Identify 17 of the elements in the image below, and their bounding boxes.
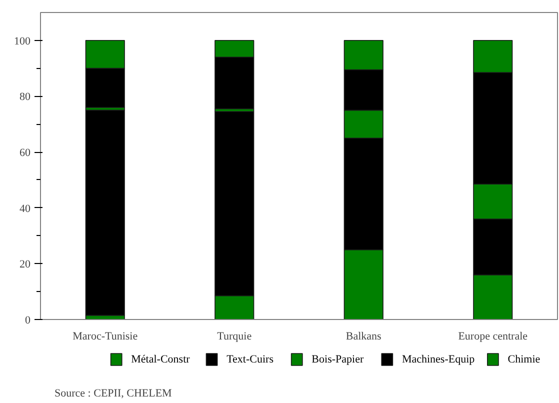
legend-label: Bois-Papier (312, 354, 364, 366)
y-tick-label: 80 (20, 91, 31, 104)
y-tick-label: 60 (20, 147, 31, 160)
legend-label: Chimie (508, 354, 540, 366)
x-tick-label: Europe centrale (458, 330, 528, 342)
y-tick-label: 0 (25, 314, 31, 326)
x-tick-label: Maroc-Tunisie (72, 330, 138, 342)
legend-label: Métal-Constr (131, 354, 190, 366)
y-tick-label: 100 (14, 35, 31, 48)
y-tick-label: 20 (20, 258, 31, 271)
legend-label: Machines-Equip (402, 354, 476, 366)
x-tick-label: Balkans (346, 330, 382, 342)
x-tick-label: Turquie (217, 330, 252, 342)
legend-label: Text-Cuirs (226, 354, 274, 366)
y-tick-label: 40 (20, 202, 31, 215)
source-note: Source : CEPII, CHELEM (54, 388, 172, 400)
bar (85, 110, 125, 316)
